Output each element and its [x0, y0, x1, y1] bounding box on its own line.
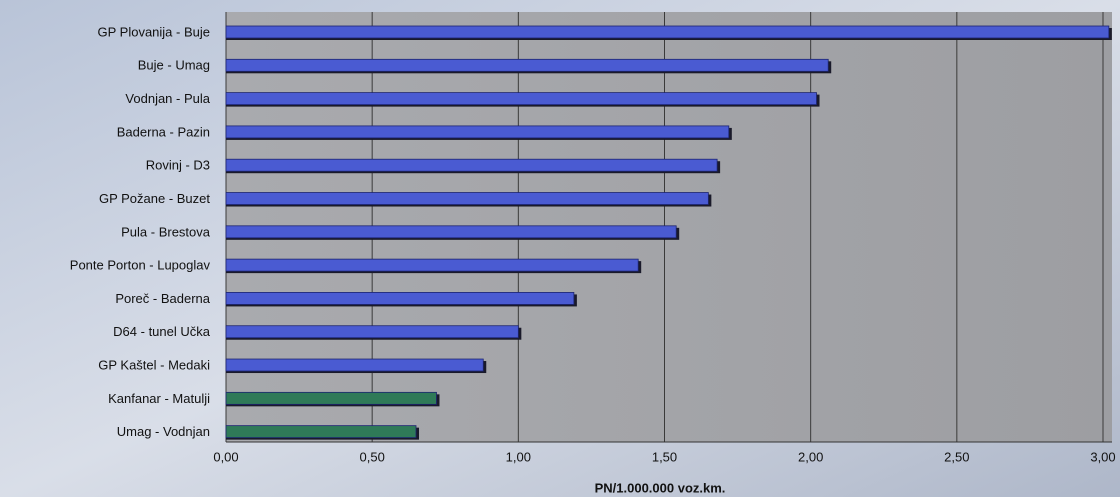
bar	[225, 358, 484, 372]
bar	[225, 225, 677, 239]
y-tick-label: Ponte Porton - Lupoglav	[70, 258, 211, 273]
x-tick-label: 2,00	[798, 449, 823, 464]
y-tick-label: Rovinj - D3	[146, 158, 210, 173]
bar	[225, 92, 817, 106]
x-tick-label: 2,50	[944, 449, 969, 464]
x-tick-label: 0,50	[360, 449, 385, 464]
bar	[225, 425, 417, 439]
y-tick-label: GP Plovanija - Buje	[98, 24, 211, 39]
bar	[225, 25, 1110, 39]
y-tick-label: Pula - Brestova	[121, 224, 211, 239]
x-tick-label: 3,00	[1090, 449, 1115, 464]
x-tick-label: 0,00	[213, 449, 238, 464]
y-tick-label: Umag - Vodnjan	[117, 424, 210, 439]
y-tick-label: GP Požane - Buzet	[99, 191, 210, 206]
bar	[225, 258, 639, 272]
bar	[225, 158, 718, 172]
y-tick-label: GP Kaštel - Medaki	[98, 357, 210, 372]
y-tick-label: Poreč - Baderna	[115, 291, 210, 306]
bar	[225, 391, 437, 405]
bar	[225, 58, 829, 72]
y-tick-label: Vodnjan - Pula	[125, 91, 210, 106]
x-axis-title: PN/1.000.000 voz.km.	[595, 480, 726, 495]
y-tick-label: Kanfanar - Matulji	[108, 391, 210, 406]
bar	[225, 325, 519, 339]
y-tick-label: D64 - tunel Učka	[113, 324, 211, 339]
bar	[225, 192, 709, 205]
bar	[225, 292, 575, 305]
y-tick-label: Baderna - Pazin	[117, 124, 210, 139]
bar	[225, 125, 730, 139]
x-tick-label: 1,50	[652, 449, 677, 464]
x-tick-label: 1,00	[506, 449, 531, 464]
y-tick-label: Buje - Umag	[138, 58, 210, 73]
